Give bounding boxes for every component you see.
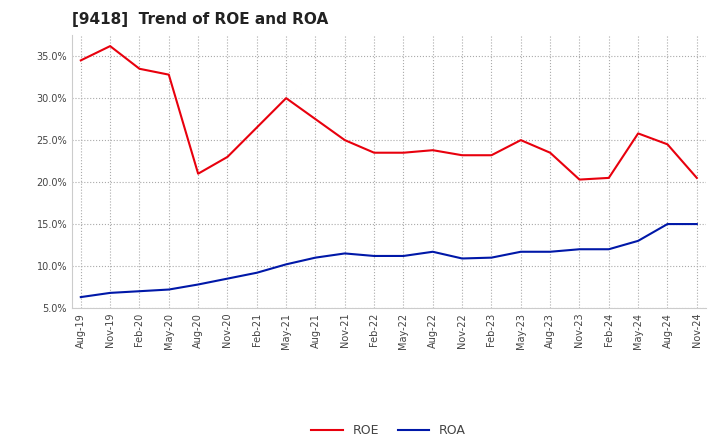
ROA [311, 255, 320, 260]
ROE [135, 66, 144, 71]
ROA [605, 246, 613, 252]
Legend: ROE, ROA: ROE, ROA [305, 418, 472, 440]
ROA [663, 221, 672, 227]
ROA [487, 255, 496, 260]
ROA [106, 290, 114, 296]
ROA [194, 282, 202, 287]
ROA [253, 270, 261, 275]
ROA [516, 249, 525, 254]
Line: ROE: ROE [81, 46, 697, 180]
ROA [458, 256, 467, 261]
ROA [164, 287, 173, 292]
ROE [282, 95, 290, 101]
ROA [282, 262, 290, 267]
ROE [106, 44, 114, 49]
ROE [487, 153, 496, 158]
ROE [458, 153, 467, 158]
ROA [428, 249, 437, 254]
Line: ROA: ROA [81, 224, 697, 297]
ROE [575, 177, 584, 182]
ROA [341, 251, 349, 256]
ROA [575, 246, 584, 252]
ROA [634, 238, 642, 243]
ROE [76, 58, 85, 63]
ROE [223, 154, 232, 160]
ROE [516, 137, 525, 143]
ROE [164, 72, 173, 77]
ROE [693, 175, 701, 180]
ROE [253, 125, 261, 130]
ROE [546, 150, 554, 155]
ROE [194, 171, 202, 176]
ROE [370, 150, 379, 155]
ROA [546, 249, 554, 254]
ROA [399, 253, 408, 259]
ROE [605, 175, 613, 180]
ROE [428, 147, 437, 153]
ROE [663, 142, 672, 147]
ROA [693, 221, 701, 227]
Text: [9418]  Trend of ROE and ROA: [9418] Trend of ROE and ROA [72, 12, 328, 27]
ROE [634, 131, 642, 136]
ROE [341, 137, 349, 143]
ROA [370, 253, 379, 259]
ROA [223, 276, 232, 281]
ROE [311, 117, 320, 122]
ROA [135, 289, 144, 294]
ROA [76, 294, 85, 300]
ROE [399, 150, 408, 155]
